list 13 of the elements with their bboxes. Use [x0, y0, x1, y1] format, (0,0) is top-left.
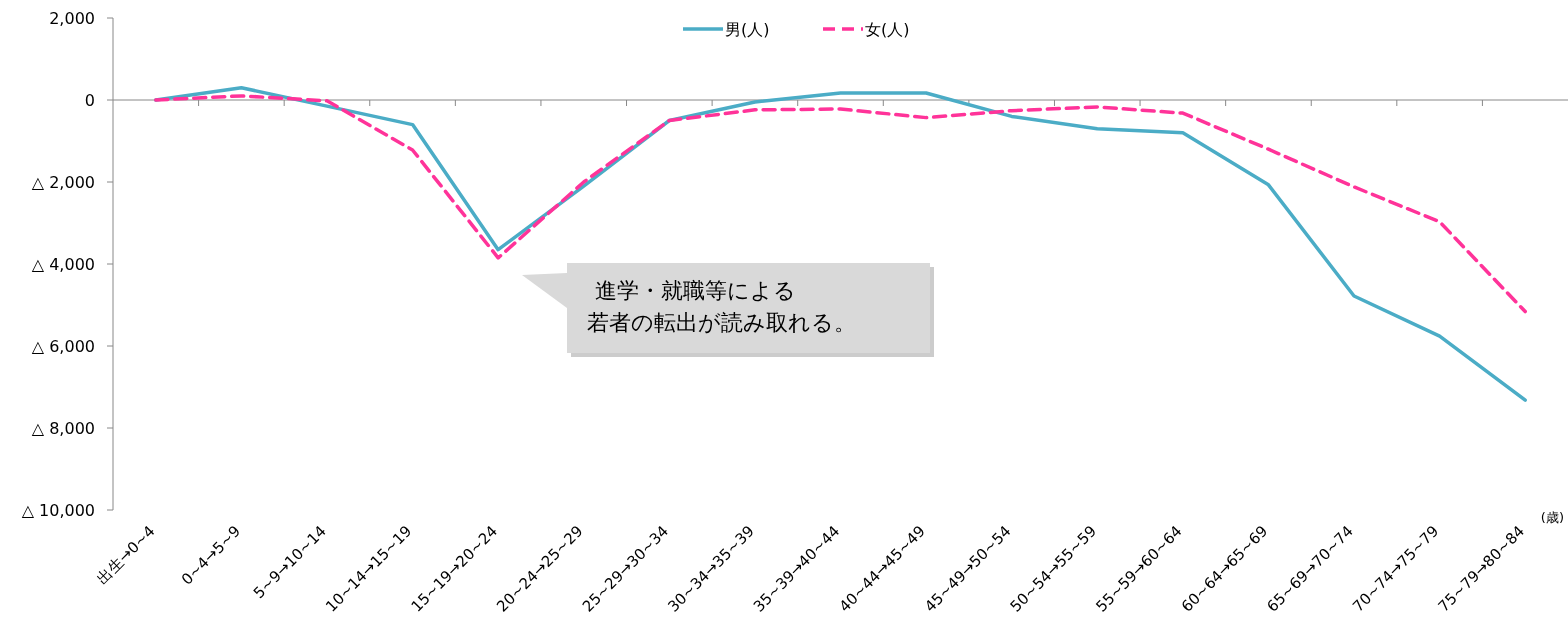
- annotation: 進学・就職等による: [595, 278, 796, 303]
- annotation: 若者の転出が読み取れる。: [587, 310, 856, 335]
- line-series: [154, 94, 1527, 314]
- y-tick-label: 0: [84, 91, 95, 110]
- y-tick-label: △ 6,000: [31, 337, 95, 356]
- y-tick-label: △ 4,000: [31, 255, 95, 274]
- y-tick-label: 2,000: [49, 9, 95, 28]
- y-tick-label: △ 8,000: [31, 419, 95, 438]
- x-axis-title: (歳): [1540, 510, 1564, 525]
- y-tick-label: △ 10,000: [21, 501, 95, 520]
- legend-label: 女(人): [865, 20, 910, 39]
- legend-label: 男(人): [725, 20, 770, 39]
- y-tick-label: △ 2,000: [31, 173, 95, 192]
